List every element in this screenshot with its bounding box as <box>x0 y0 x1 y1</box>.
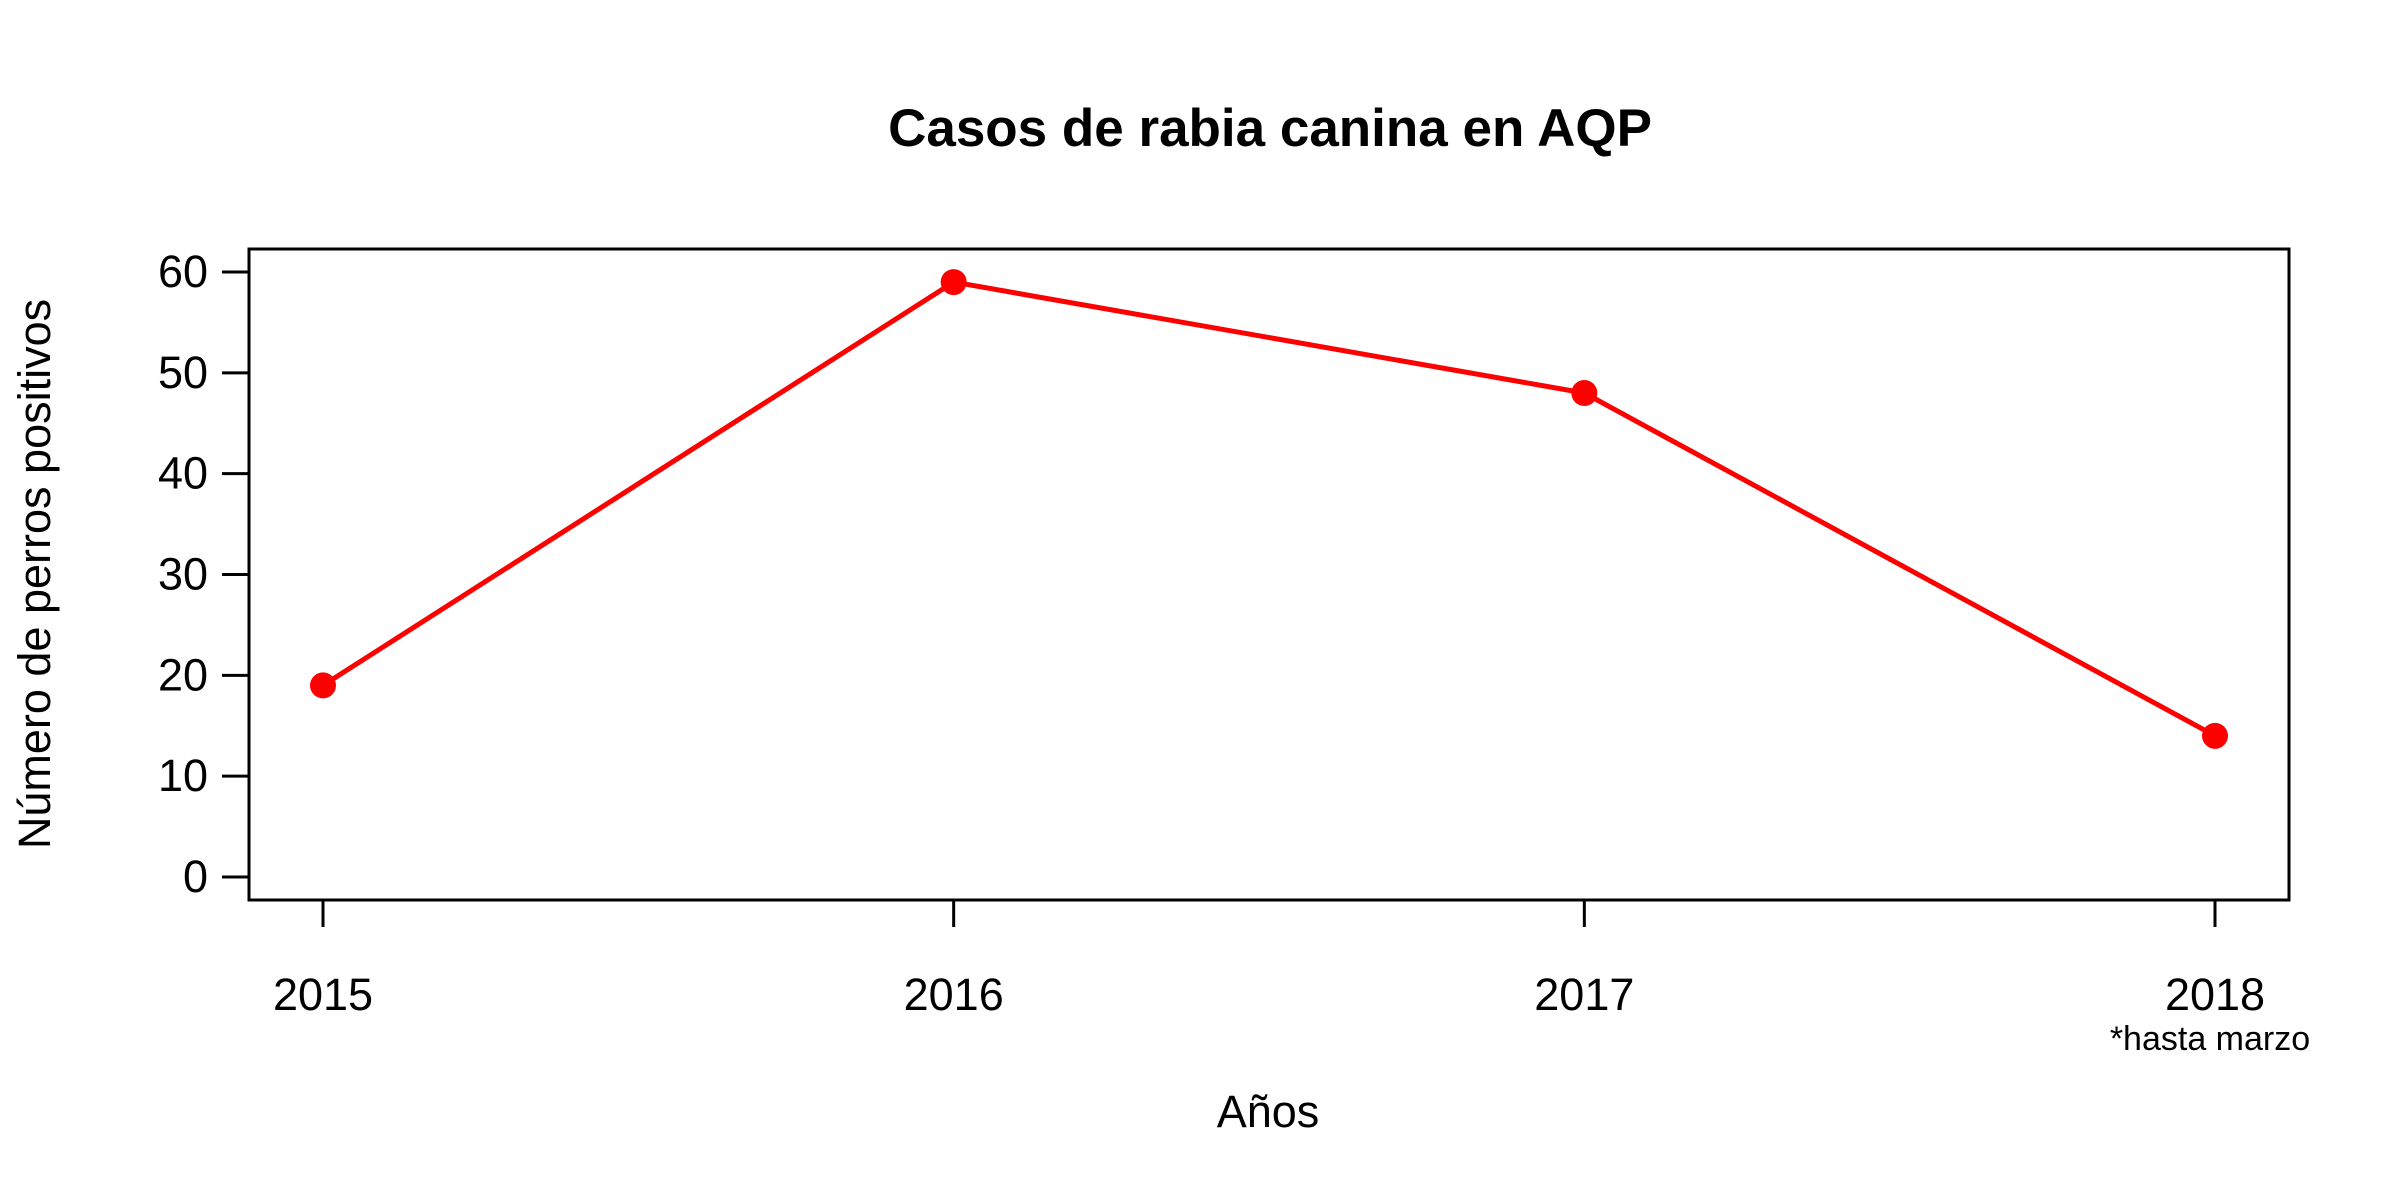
y-axis-label: Número de perros positivos <box>9 299 60 849</box>
data-point <box>1571 380 1598 406</box>
y-tick-label: 10 <box>158 750 208 801</box>
data-point <box>2202 722 2228 749</box>
y-axis: 0 10 20 30 40 50 60 <box>158 246 249 902</box>
y-tick-label: 20 <box>158 649 208 700</box>
y-tick-label: 0 <box>183 851 208 902</box>
x-axis-note: *hasta marzo <box>2110 1020 2310 1058</box>
x-axis: 2015 2016 2017 2018 <box>273 900 2265 1020</box>
x-tick-label: 2017 <box>1534 969 1634 1020</box>
x-axis-label: Años <box>1217 1086 1320 1137</box>
y-tick-label: 30 <box>158 549 208 600</box>
chart-title: Casos de rabia canina en AQP <box>888 99 1652 158</box>
series-line <box>321 279 2217 739</box>
y-tick-label: 60 <box>158 246 208 297</box>
y-tick-label: 40 <box>158 448 208 499</box>
y-tick-label: 50 <box>158 347 208 398</box>
x-tick-label: 2016 <box>904 969 1004 1020</box>
data-point <box>940 269 967 296</box>
x-tick-label: 2015 <box>273 969 373 1020</box>
data-series <box>310 269 2228 749</box>
data-point <box>310 672 336 699</box>
plot-frame <box>247 247 2291 902</box>
x-tick-label: 2018 <box>2165 969 2265 1020</box>
